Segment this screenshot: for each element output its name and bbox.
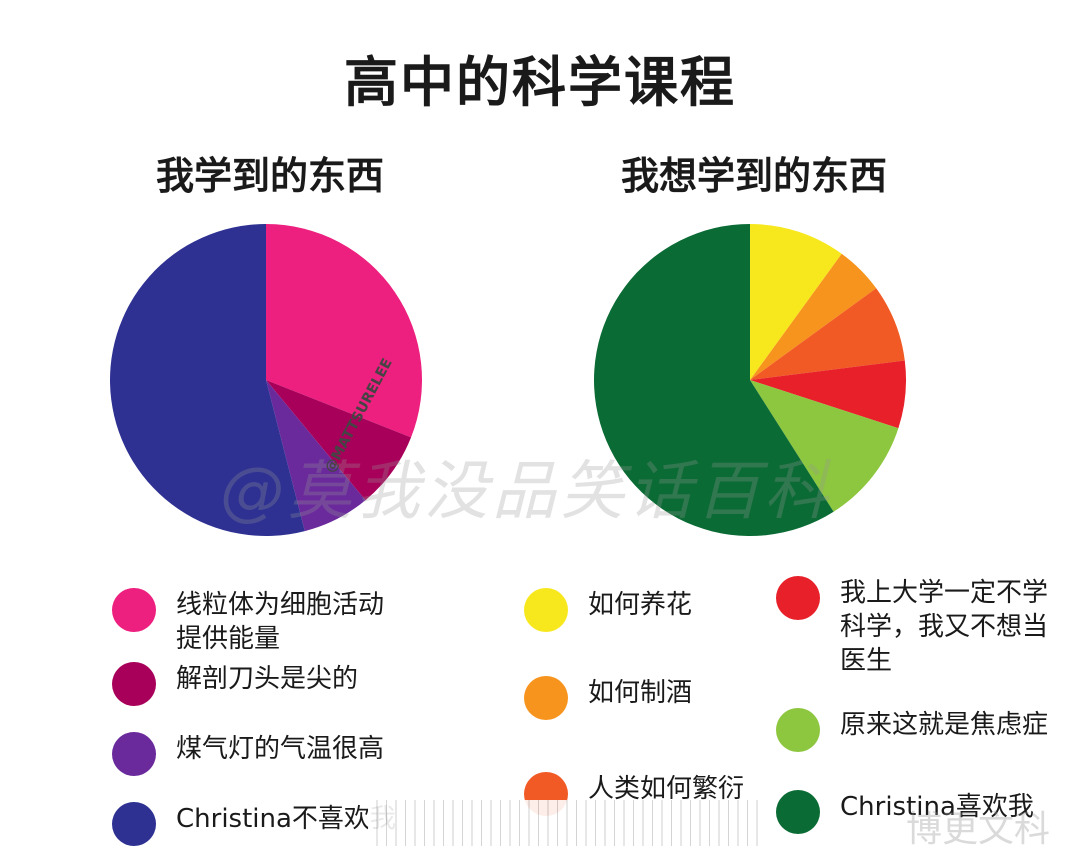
pie-slice-1 (750, 253, 877, 380)
legend-label: 如何制酒 (588, 678, 693, 708)
legend-swatch (776, 576, 820, 620)
pie-slice-0 (266, 224, 422, 438)
pie-slice-4 (750, 380, 899, 512)
legend-swatch (112, 662, 156, 706)
legend-swatch (112, 732, 156, 776)
legend-swatch (112, 802, 156, 846)
legend-swatch (776, 708, 820, 752)
right-chart-title: 我想学到的东西 (620, 154, 887, 198)
legend-item-right-3: 我上大学一定不学 科学，我又不想当 医生 (776, 576, 1048, 678)
legend-label: 人类如何繁衍 (588, 774, 745, 804)
corner-watermark: 博更文科 (906, 809, 1051, 850)
legend-label: 线粒体为细胞活动 提供能量 (176, 590, 385, 654)
legend-item-right-0: 如何养花 (524, 588, 692, 632)
pie-slice-5 (593, 224, 834, 536)
blurred-overlay (368, 800, 758, 846)
pie-slice-2 (750, 288, 905, 380)
legend-item-left-2: 煤气灯的气温很高 (112, 732, 384, 776)
pie-slice-0 (750, 224, 842, 380)
legend-label: 解剖刀头是尖的 (176, 664, 359, 694)
legend-label: Christina不喜欢我 (176, 804, 396, 834)
legend-item-right-4: 原来这就是焦虑症 (776, 708, 1048, 752)
legend-label: 原来这就是焦虑症 (840, 710, 1049, 740)
legend-swatch (112, 588, 156, 632)
watermark: @莫我没品笑话百科 (220, 455, 832, 529)
legend-item-right-5: Christina喜欢我 (776, 790, 1034, 834)
legend-swatch (524, 676, 568, 720)
legend-label: 如何养花 (588, 590, 693, 620)
pie-slice-3 (750, 360, 906, 429)
pie-slice-2 (266, 380, 366, 532)
page-title: 高中的科学课程 (344, 51, 736, 114)
legend-item-right-1: 如何制酒 (524, 676, 692, 720)
left-chart-title: 我学到的东西 (155, 154, 384, 198)
legend-item-left-0: 线粒体为细胞活动 提供能量 (112, 588, 384, 656)
legend-swatch (524, 588, 568, 632)
legend-swatch (776, 790, 820, 834)
legend-item-left-3: Christina不喜欢我 (112, 802, 396, 846)
legend-label: 煤气灯的气温很高 (176, 734, 385, 764)
pie-slice-3 (110, 224, 305, 537)
legend-item-left-1: 解剖刀头是尖的 (112, 662, 358, 706)
pie-slice-1 (266, 380, 412, 501)
legend-label: Christina喜欢我 (840, 792, 1034, 822)
legend-label: 我上大学一定不学 科学，我又不想当 医生 (840, 578, 1049, 676)
